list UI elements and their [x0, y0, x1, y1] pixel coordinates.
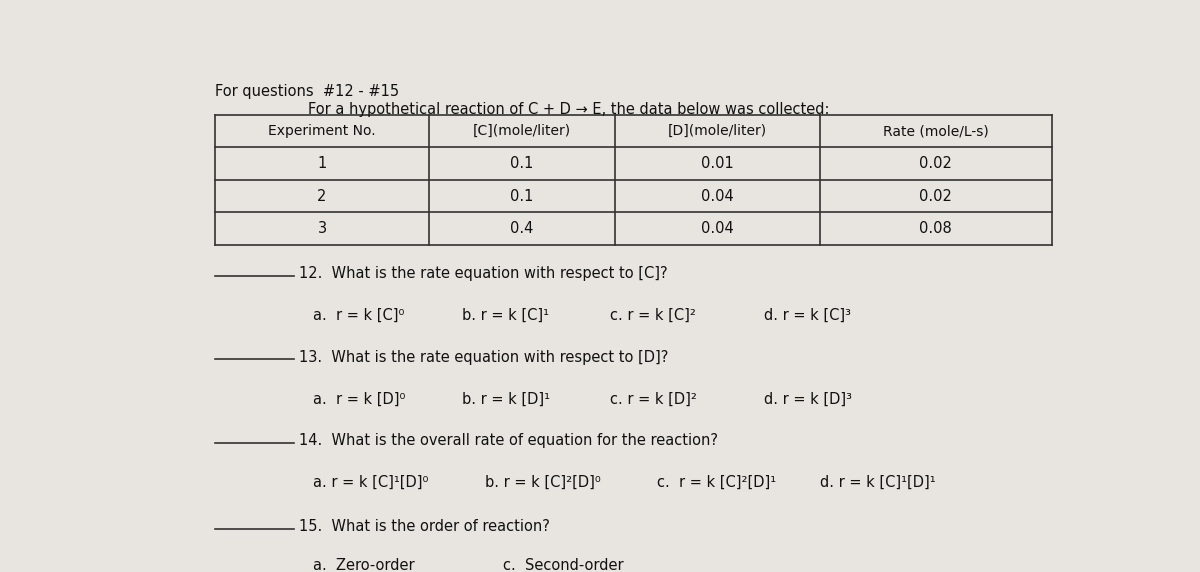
Text: 0.02: 0.02: [919, 189, 953, 204]
Text: Experiment No.: Experiment No.: [269, 124, 376, 138]
Text: [C](mole/liter): [C](mole/liter): [473, 124, 571, 138]
Text: Rate (mole/L-s): Rate (mole/L-s): [883, 124, 989, 138]
Text: For a hypothetical reaction of C + D → E, the data below was collected:: For a hypothetical reaction of C + D → E…: [308, 102, 829, 117]
Text: 0.04: 0.04: [701, 221, 733, 236]
Text: 14.  What is the overall rate of equation for the reaction?: 14. What is the overall rate of equation…: [299, 434, 718, 448]
Text: d. r = k [D]³: d. r = k [D]³: [764, 391, 852, 407]
Text: 1: 1: [318, 156, 326, 171]
Text: 12.  What is the rate equation with respect to [C]?: 12. What is the rate equation with respe…: [299, 266, 667, 281]
Text: c. r = k [C]²: c. r = k [C]²: [611, 308, 696, 323]
Text: 2: 2: [317, 189, 326, 204]
Text: a. r = k [C]¹[D]⁰: a. r = k [C]¹[D]⁰: [313, 475, 428, 490]
Text: a.  Zero-order: a. Zero-order: [313, 558, 414, 572]
Text: 13.  What is the rate equation with respect to [D]?: 13. What is the rate equation with respe…: [299, 349, 668, 364]
Text: 0.1: 0.1: [510, 189, 534, 204]
Text: d. r = k [C]¹[D]¹: d. r = k [C]¹[D]¹: [820, 475, 935, 490]
Text: a.  r = k [D]⁰: a. r = k [D]⁰: [313, 391, 406, 407]
Text: b. r = k [C]¹: b. r = k [C]¹: [462, 308, 548, 323]
Text: For questions  #12 - #15: For questions #12 - #15: [215, 84, 400, 99]
Text: a.  r = k [C]⁰: a. r = k [C]⁰: [313, 308, 404, 323]
Text: 0.01: 0.01: [701, 156, 733, 171]
Text: 0.04: 0.04: [701, 189, 733, 204]
Text: d. r = k [C]³: d. r = k [C]³: [764, 308, 851, 323]
Text: 0.02: 0.02: [919, 156, 953, 171]
Text: c. r = k [D]²: c. r = k [D]²: [611, 391, 697, 407]
Text: b. r = k [C]²[D]⁰: b. r = k [C]²[D]⁰: [485, 475, 600, 490]
Text: 3: 3: [318, 221, 326, 236]
Text: 0.4: 0.4: [510, 221, 534, 236]
Text: c.  r = k [C]²[D]¹: c. r = k [C]²[D]¹: [656, 475, 776, 490]
Text: 0.08: 0.08: [919, 221, 953, 236]
Text: 0.1: 0.1: [510, 156, 534, 171]
Text: b. r = k [D]¹: b. r = k [D]¹: [462, 391, 550, 407]
Text: [D](mole/liter): [D](mole/liter): [667, 124, 767, 138]
Text: 15.  What is the order of reaction?: 15. What is the order of reaction?: [299, 519, 550, 534]
Text: c.  Second-order: c. Second-order: [504, 558, 624, 572]
